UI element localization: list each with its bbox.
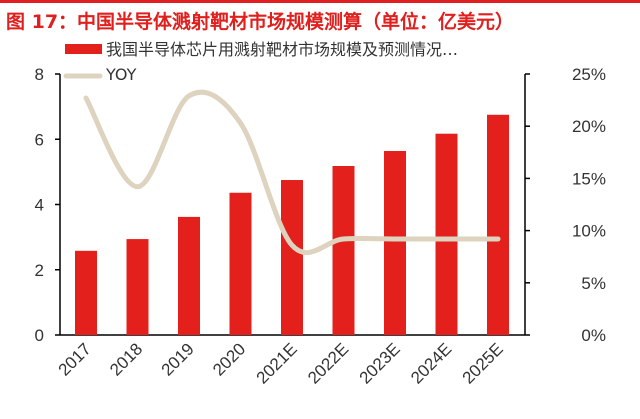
top-rule [0,0,640,3]
right-tick-label: 0% [581,326,606,345]
legend-yoy-label: YOY [105,65,137,84]
x-tick-label: 2022E [304,339,352,387]
right-tick-label: 5% [581,274,606,293]
bar-2019 [178,216,200,335]
x-tick-label: 2021E [253,339,301,387]
bar-2020 [229,192,252,335]
right-tick-label: 25% [572,65,606,84]
right-tick-label: 10% [572,222,606,241]
legend-bar-label: 我国半导体芯片用溅射靶材市场规模及预测情况… [106,40,458,59]
bar-2023E [384,150,406,335]
bar-2024E [435,133,458,335]
bar-2021E [281,180,303,335]
right-tick-label: 15% [572,169,606,188]
x-tick-label: 2025E [459,339,507,387]
left-tick-label: 8 [35,65,44,84]
x-tick-label: 2024E [407,339,455,387]
x-tick-label: 2018 [106,339,146,379]
right-tick-label: 20% [572,117,606,136]
x-tick-label: 2020 [209,339,249,379]
x-tick-label: 2023E [356,339,404,387]
chart-title: 图 17：中国半导体溅射靶材市场规模测算（单位：亿美元） [6,11,515,33]
left-tick-label: 2 [35,261,44,280]
yoy-line [83,89,501,255]
left-tick-label: 0 [35,326,44,345]
x-tick-label: 2019 [158,339,198,379]
bar-2018 [126,239,149,335]
legend-bar-swatch [65,44,102,54]
bar-2025E [487,114,509,335]
bar-2017 [75,250,97,335]
x-tick-label: 2017 [55,339,95,379]
bar-2022E [332,166,355,335]
left-tick-label: 6 [35,130,44,149]
left-tick-label: 4 [35,196,44,215]
